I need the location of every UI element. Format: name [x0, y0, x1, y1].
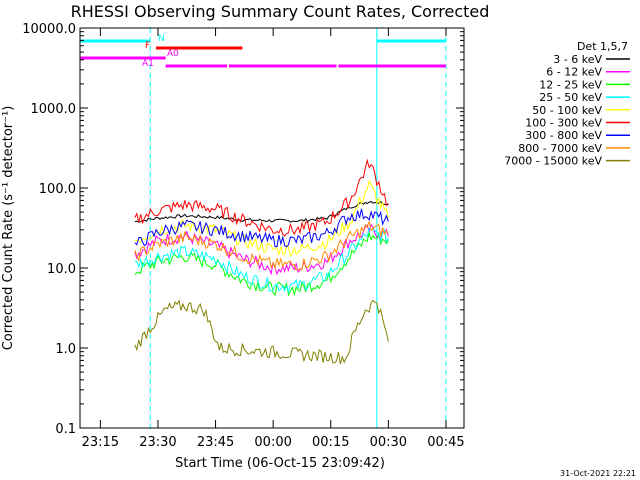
legend-label: 50 - 100 keV	[532, 104, 602, 117]
y-tick-label: 1000.0	[31, 102, 77, 117]
x-tick-label: 23:15	[82, 435, 119, 450]
y-tick-label: 1.0	[55, 342, 76, 357]
status-label-f: F	[145, 41, 150, 51]
x-tick-label: 00:30	[370, 435, 407, 450]
chart-title: RHESSI Observing Summary Count Rates, Co…	[71, 2, 490, 21]
x-tick-label: 00:45	[427, 435, 464, 450]
series-line-8	[134, 219, 389, 271]
x-tick-label: 00:15	[312, 435, 349, 450]
x-tick-label: 00:00	[254, 435, 291, 450]
status-label-a1: A1	[142, 59, 154, 69]
status-label-n: N	[158, 34, 165, 44]
plot-frame	[79, 27, 465, 429]
series-line-7	[134, 208, 389, 248]
series-line-3	[134, 231, 389, 297]
x-tick-label: 23:45	[197, 435, 234, 450]
legend-label: 300 - 800 keV	[525, 129, 602, 142]
series-line-1	[134, 201, 389, 223]
series-line-4	[134, 227, 389, 294]
y-tick-label: 0.1	[55, 422, 76, 437]
timestamp: 31-Oct-2021 22:21	[560, 469, 636, 478]
y-axis-label: Corrected Count Rate (s⁻¹ detector⁻¹)	[1, 106, 16, 351]
y-tick-label: 100.0	[39, 182, 76, 197]
legend-label: 12 - 25 keV	[539, 78, 602, 91]
x-axis-label: Start Time (06-Oct-15 23:09:42)	[175, 456, 385, 471]
legend-title: Det 1,5,7	[577, 40, 628, 53]
legend-label: 100 - 300 keV	[525, 117, 602, 130]
x-tick-label: 23:30	[139, 435, 176, 450]
y-tick-label: 10000.0	[22, 22, 76, 37]
legend-label: 25 - 50 keV	[539, 91, 602, 104]
status-label-a0: A0	[167, 49, 179, 59]
legend-label: 6 - 12 keV	[546, 66, 602, 79]
series-line-6	[134, 158, 389, 237]
legend-label: 7000 - 15000 keV	[504, 155, 602, 168]
legend-label: 3 - 6 keV	[553, 53, 602, 66]
x-axis-ticks: 23:15 23:30 23:45 00:00 00:15 00:30 00:45	[82, 28, 465, 450]
y-tick-label: 10.0	[47, 262, 76, 277]
legend-label: 800 - 7000 keV	[518, 142, 602, 155]
y-axis-ticks: 0.1 1.0 10.0 100.0 1000.0 10000.0	[22, 22, 464, 437]
series-line-9	[134, 299, 389, 365]
plot-area: NF A0 A1	[79, 28, 447, 428]
